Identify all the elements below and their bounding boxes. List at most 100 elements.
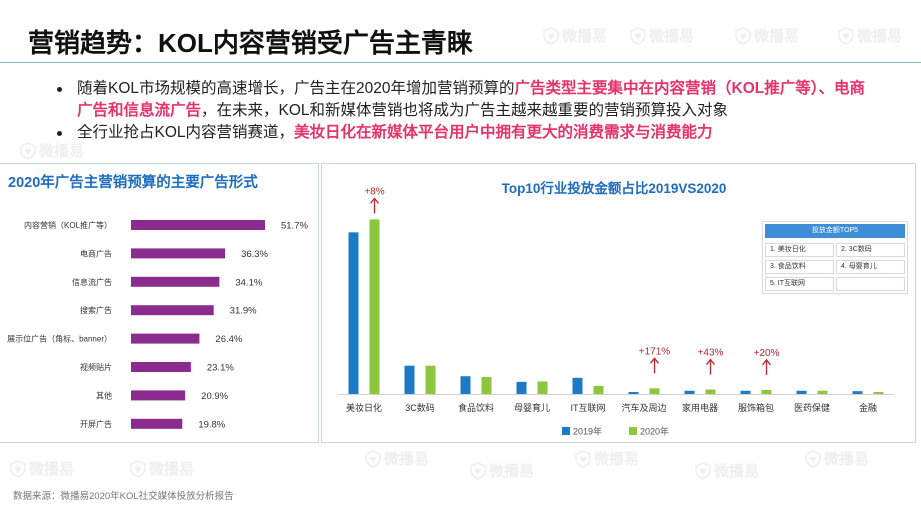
bullet-list: 随着KOL市场规模的高速增长，广告主在2020年增加营销预算的广告类型主要集中在… bbox=[57, 78, 877, 144]
growth-annotation: +20% bbox=[754, 348, 780, 375]
budget-bar bbox=[131, 418, 183, 429]
industry-category-label: IT互联网 bbox=[571, 403, 606, 413]
industry-bar-2019 bbox=[740, 390, 751, 394]
watermark: 微播易 bbox=[838, 25, 902, 46]
industry-bar-2019 bbox=[516, 381, 527, 394]
title-divider bbox=[0, 62, 921, 63]
budget-bar bbox=[131, 248, 226, 259]
watermark-text: 微播易 bbox=[489, 463, 535, 480]
data-source-note: 数据来源：微播易2020年KOL社交媒体投放分析报告 bbox=[13, 491, 234, 502]
up-arrow-head-icon bbox=[649, 357, 660, 364]
watermark: 微播易 bbox=[543, 25, 607, 46]
budget-category-label: 信息流广告 bbox=[72, 277, 112, 287]
legend-swatch bbox=[562, 427, 570, 435]
ad-format-panel: 内容营销（KOL推广等） 51.7% 电商广告 36.3% 信息流广告 34.1% 搜索广告… bbox=[0, 163, 319, 443]
top5-table-grid: 1. 美妆日化 2. 3C数码 3. 食品饮料 4. 母婴育儿 5. IT互联网 bbox=[765, 243, 905, 291]
industry-bar-2019 bbox=[404, 365, 415, 394]
growth-label: +20% bbox=[754, 348, 780, 359]
industry-category-label: 服饰箱包 bbox=[738, 402, 774, 413]
watermark-logo-icon bbox=[365, 449, 381, 468]
industry-spend-panel: 美妆日化 3C数码 食品饮料 母婴育儿 IT互联网 汽车及周边 家用电器 服饰箱包 医药保健 金融… bbox=[321, 163, 916, 443]
industry-bar-2020 bbox=[593, 385, 604, 394]
budget-bar bbox=[131, 276, 220, 287]
watermark: 微播易 bbox=[470, 460, 534, 481]
industry-bar-2020 bbox=[761, 389, 772, 394]
bullet-highlight: 广告类型主要集中在内容营销（KOL推广等）、电商广告和信息流广告 bbox=[77, 80, 865, 119]
industry-bar-2020 bbox=[369, 219, 380, 394]
top5-table-cell: 1. 美妆日化 bbox=[765, 243, 834, 257]
budget-category-label: 搜索广告 bbox=[80, 305, 112, 315]
bullet-text: 随着KOL市场规模的高速增长，广告主在2020年增加营销预算的 bbox=[77, 80, 515, 97]
bullet-item: 随着KOL市场规模的高速增长，广告主在2020年增加营销预算的广告类型主要集中在… bbox=[57, 78, 877, 122]
industry-bar-2019 bbox=[852, 391, 863, 394]
industry-category-label: 食品饮料 bbox=[458, 402, 494, 413]
up-arrow-head-icon bbox=[761, 358, 772, 366]
budget-value-label: 51.7% bbox=[281, 221, 308, 232]
industry-spend-chart-title: Top10行业投放金额占比2019VS2020 bbox=[501, 181, 727, 196]
up-arrow-head-icon bbox=[369, 197, 380, 204]
industry-bar-2020 bbox=[425, 365, 436, 394]
top5-table-cell-empty bbox=[836, 277, 905, 291]
ad-format-bar-chart: 内容营销（KOL推广等） 51.7% 电商广告 36.3% 信息流广告 34.1% 搜索广告… bbox=[7, 220, 308, 430]
top5-table: 投放金额TOP5 1. 美妆日化 2. 3C数码 3. 食品饮料 4. 母婴育儿… bbox=[762, 221, 908, 294]
page-title: 营销趋势：KOL内容营销受广告主青睐 bbox=[28, 28, 473, 58]
industry-bar-2020 bbox=[481, 377, 492, 394]
industry-category-label: 汽车及周边 bbox=[621, 402, 666, 413]
watermark-logo-icon bbox=[630, 26, 646, 45]
bullet-dot bbox=[57, 130, 62, 136]
budget-bar bbox=[131, 333, 200, 344]
budget-bar bbox=[131, 390, 186, 401]
watermark-text: 微播易 bbox=[714, 463, 760, 480]
budget-category-label: 视频贴片 bbox=[80, 362, 112, 372]
industry-bar-2020 bbox=[705, 389, 716, 394]
industry-bar-2020 bbox=[537, 381, 548, 394]
industry-bar-2019 bbox=[572, 377, 583, 394]
budget-category-label: 开屏广告 bbox=[80, 419, 112, 429]
growth-label: +171% bbox=[639, 346, 671, 357]
bullet-dot bbox=[57, 86, 62, 92]
industry-bar-2020 bbox=[873, 391, 884, 394]
budget-value-label: 26.4% bbox=[215, 334, 242, 345]
industry-bar-2019 bbox=[348, 232, 359, 394]
industry-bar-2019 bbox=[628, 391, 639, 394]
budget-category-label: 展示位广告（角标、banner） bbox=[7, 334, 112, 344]
budget-value-label: 34.1% bbox=[235, 277, 262, 288]
top5-table-cell: 4. 母婴育儿 bbox=[836, 260, 905, 274]
budget-category-label: 内容营销（KOL推广等） bbox=[24, 220, 112, 230]
watermark-text: 微播易 bbox=[824, 451, 870, 468]
watermark-logo-icon bbox=[130, 459, 146, 478]
budget-value-label: 31.9% bbox=[230, 306, 257, 317]
top5-table-cell: 2. 3C数码 bbox=[836, 243, 905, 257]
watermark-text: 微播易 bbox=[562, 28, 608, 45]
watermark-text: 微播易 bbox=[649, 28, 695, 45]
industry-spend-bar-chart: 美妆日化 3C数码 食品饮料 母婴育儿 IT互联网 汽车及周边 家用电器 服饰箱包 医药保健 金融… bbox=[338, 186, 894, 437]
watermark: 微播易 bbox=[630, 25, 694, 46]
industry-bar-2019 bbox=[684, 390, 695, 394]
growth-label: +43% bbox=[698, 348, 724, 359]
watermark: 微播易 bbox=[805, 448, 869, 469]
budget-category-label: 电商广告 bbox=[80, 248, 112, 258]
watermark-text: 微播易 bbox=[754, 28, 800, 45]
budget-category-label: 其他 bbox=[96, 390, 112, 400]
watermark: 微播易 bbox=[10, 458, 74, 479]
bullet-text: 全行业抢占KOL内容营销赛道， bbox=[77, 124, 295, 141]
budget-bar bbox=[131, 305, 214, 316]
budget-value-label: 36.3% bbox=[241, 249, 268, 260]
industry-category-label: 家用电器 bbox=[682, 402, 718, 413]
industry-category-label: 母婴育儿 bbox=[514, 402, 550, 413]
watermark: 微播易 bbox=[695, 460, 759, 481]
industry-bar-2019 bbox=[460, 376, 471, 394]
bullet-text: ，在未来，KOL和新媒体营销也将成为广告主越来越重要的营销预算投入对象 bbox=[201, 102, 729, 119]
legend-swatch bbox=[629, 427, 637, 435]
growth-label: +8% bbox=[364, 186, 384, 197]
watermark-text: 微播易 bbox=[594, 451, 640, 468]
ad-format-chart-title: 2020年广告主营销预算的主要广告形式 bbox=[8, 175, 258, 191]
budget-bar bbox=[131, 362, 191, 372]
industry-category-label: 美妆日化 bbox=[346, 402, 382, 413]
industry-category-label: 3C数码 bbox=[405, 402, 435, 413]
watermark: 微播易 bbox=[130, 458, 194, 479]
bullet-highlight: 美妆日化在新媒体平台用户中拥有更大的消费需求与消费能力 bbox=[294, 124, 713, 141]
watermark-text: 微播易 bbox=[384, 451, 430, 468]
industry-bar-2020 bbox=[817, 390, 828, 394]
top5-table-cell: 5. IT互联网 bbox=[765, 277, 834, 291]
